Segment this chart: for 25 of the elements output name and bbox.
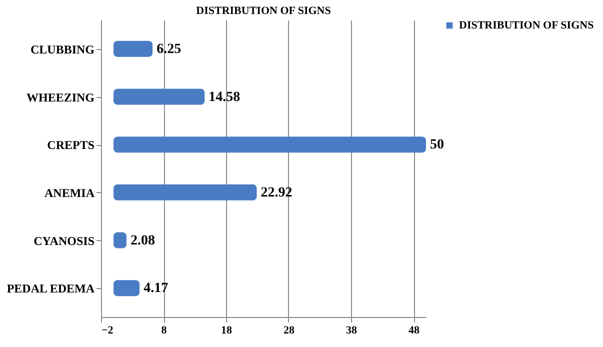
y-tick-label: PEDAL EDEMA — [6, 282, 95, 296]
x-tick-label: 8 — [161, 324, 168, 336]
data-label: 22.92 — [260, 185, 292, 200]
bar — [114, 184, 257, 200]
bar — [114, 88, 205, 105]
data-label: 2.08 — [130, 233, 155, 248]
x-tick-label: 48 — [408, 324, 420, 336]
y-tick-label: ANEMIA — [44, 186, 95, 200]
bar — [114, 136, 426, 153]
y-tick-label: WHEEZING — [26, 90, 94, 104]
data-label: 6.25 — [156, 42, 182, 57]
legend-label: DISTRIBUTION OF SIGNS — [459, 20, 594, 32]
y-tick-label: CREPTS — [47, 138, 95, 152]
x-tick-label: 18 — [221, 324, 232, 336]
bar — [114, 40, 153, 57]
chart-title: DISTRIBUTION OF SIGNS — [196, 5, 331, 17]
x-tick-label: 28 — [284, 324, 295, 336]
data-label: 50 — [430, 138, 444, 153]
bar — [114, 280, 140, 296]
y-tick-label: CYANOSIS — [34, 234, 95, 248]
data-label: 14.58 — [208, 90, 240, 105]
y-tick-label: CLUBBING — [30, 42, 94, 56]
x-tick-label: −2 — [102, 324, 114, 336]
x-tick-label: 38 — [346, 324, 358, 336]
data-label: 4.17 — [144, 281, 168, 296]
